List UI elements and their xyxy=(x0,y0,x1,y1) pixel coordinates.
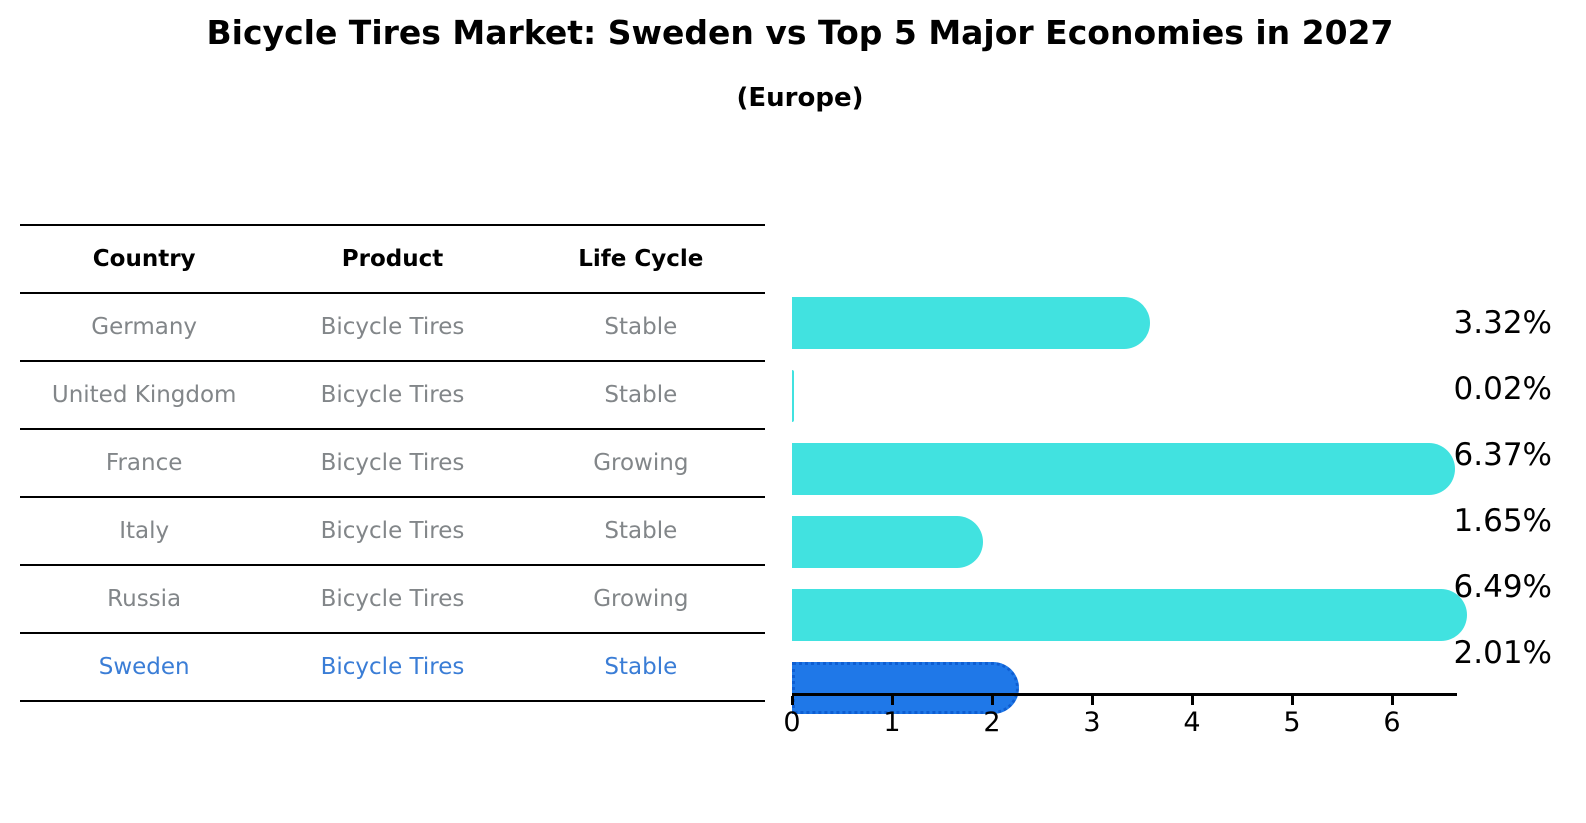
cell-product: Bicycle Tires xyxy=(320,314,465,340)
cell-life-cycle: Stable xyxy=(604,314,678,340)
bar-row xyxy=(792,370,1455,436)
table-row: Sweden Bicycle Tires Stable xyxy=(20,634,765,702)
bar-row xyxy=(792,589,1467,655)
cell-life-cycle: Stable xyxy=(604,382,678,408)
page-subtitle: (Europe) xyxy=(736,83,864,113)
x-axis-tick-label: 0 xyxy=(783,707,801,738)
x-axis-tick-label: 2 xyxy=(983,707,1001,738)
bar-row xyxy=(792,516,1455,582)
cell-country: Sweden xyxy=(98,654,190,680)
x-axis-tick-label: 1 xyxy=(883,707,901,738)
cell-life-cycle: Growing xyxy=(593,586,689,612)
header-product: Product xyxy=(341,246,444,272)
table-row: Italy Bicycle Tires Stable xyxy=(20,498,765,566)
cell-product: Bicycle Tires xyxy=(320,518,465,544)
cell-country: Germany xyxy=(91,314,198,340)
cell-product: Bicycle Tires xyxy=(320,654,465,680)
x-axis-tick xyxy=(1190,696,1194,705)
table-row: Germany Bicycle Tires Stable xyxy=(20,294,765,362)
x-axis-tick-label: 5 xyxy=(1283,707,1301,738)
bar-france xyxy=(792,443,1455,495)
bar-row xyxy=(792,662,1455,728)
cell-life-cycle: Stable xyxy=(604,518,678,544)
header-life-cycle: Life Cycle xyxy=(578,246,704,272)
bar-area xyxy=(792,290,1467,714)
header-country: Country xyxy=(92,246,196,272)
x-axis-line xyxy=(792,693,1457,696)
bar-row xyxy=(792,297,1455,363)
cell-country: United Kingdom xyxy=(51,382,237,408)
cell-life-cycle: Growing xyxy=(593,450,689,476)
value-label: 6.49% xyxy=(1453,569,1552,605)
value-label: 3.32% xyxy=(1453,305,1552,341)
value-label: 2.01% xyxy=(1453,635,1552,671)
bar-germany xyxy=(792,297,1150,349)
bar-united-kingdom xyxy=(792,370,794,422)
cell-country: Italy xyxy=(119,518,170,544)
x-axis-tick xyxy=(1290,696,1294,705)
value-label: 6.37% xyxy=(1453,437,1552,473)
cell-product: Bicycle Tires xyxy=(320,586,465,612)
value-label-column: 3.32% 0.02% 6.37% 1.65% 6.49% 2.01% xyxy=(1432,290,1552,686)
x-axis-tick xyxy=(790,696,794,705)
x-axis-tick xyxy=(990,696,994,705)
cell-country: Russia xyxy=(107,586,182,612)
page-title: Bicycle Tires Market: Sweden vs Top 5 Ma… xyxy=(206,13,1394,52)
x-axis-tick xyxy=(1390,696,1394,705)
bar-sweden xyxy=(792,662,1019,714)
bar-italy xyxy=(792,516,983,568)
bar-russia xyxy=(792,589,1467,641)
value-label: 0.02% xyxy=(1453,371,1552,407)
value-label: 1.65% xyxy=(1453,503,1552,539)
cell-product: Bicycle Tires xyxy=(320,450,465,476)
x-axis-tick-label: 3 xyxy=(1083,707,1101,738)
x-axis-tick-label: 4 xyxy=(1183,707,1201,738)
table-row: Russia Bicycle Tires Growing xyxy=(20,566,765,634)
table-header-row: Country Product Life Cycle xyxy=(20,226,765,294)
x-axis-tick xyxy=(1090,696,1094,705)
table-row: United Kingdom Bicycle Tires Stable xyxy=(20,362,765,430)
table-row: France Bicycle Tires Growing xyxy=(20,430,765,498)
x-axis-tick xyxy=(890,696,894,705)
cell-life-cycle: Stable xyxy=(604,654,678,680)
x-axis-tick-label: 6 xyxy=(1383,707,1401,738)
bar-row xyxy=(792,443,1455,509)
market-table: Country Product Life Cycle Germany Bicyc… xyxy=(20,224,765,702)
cell-product: Bicycle Tires xyxy=(320,382,465,408)
market-table-body: Germany Bicycle Tires Stable United King… xyxy=(20,294,765,702)
cell-country: France xyxy=(105,450,183,476)
